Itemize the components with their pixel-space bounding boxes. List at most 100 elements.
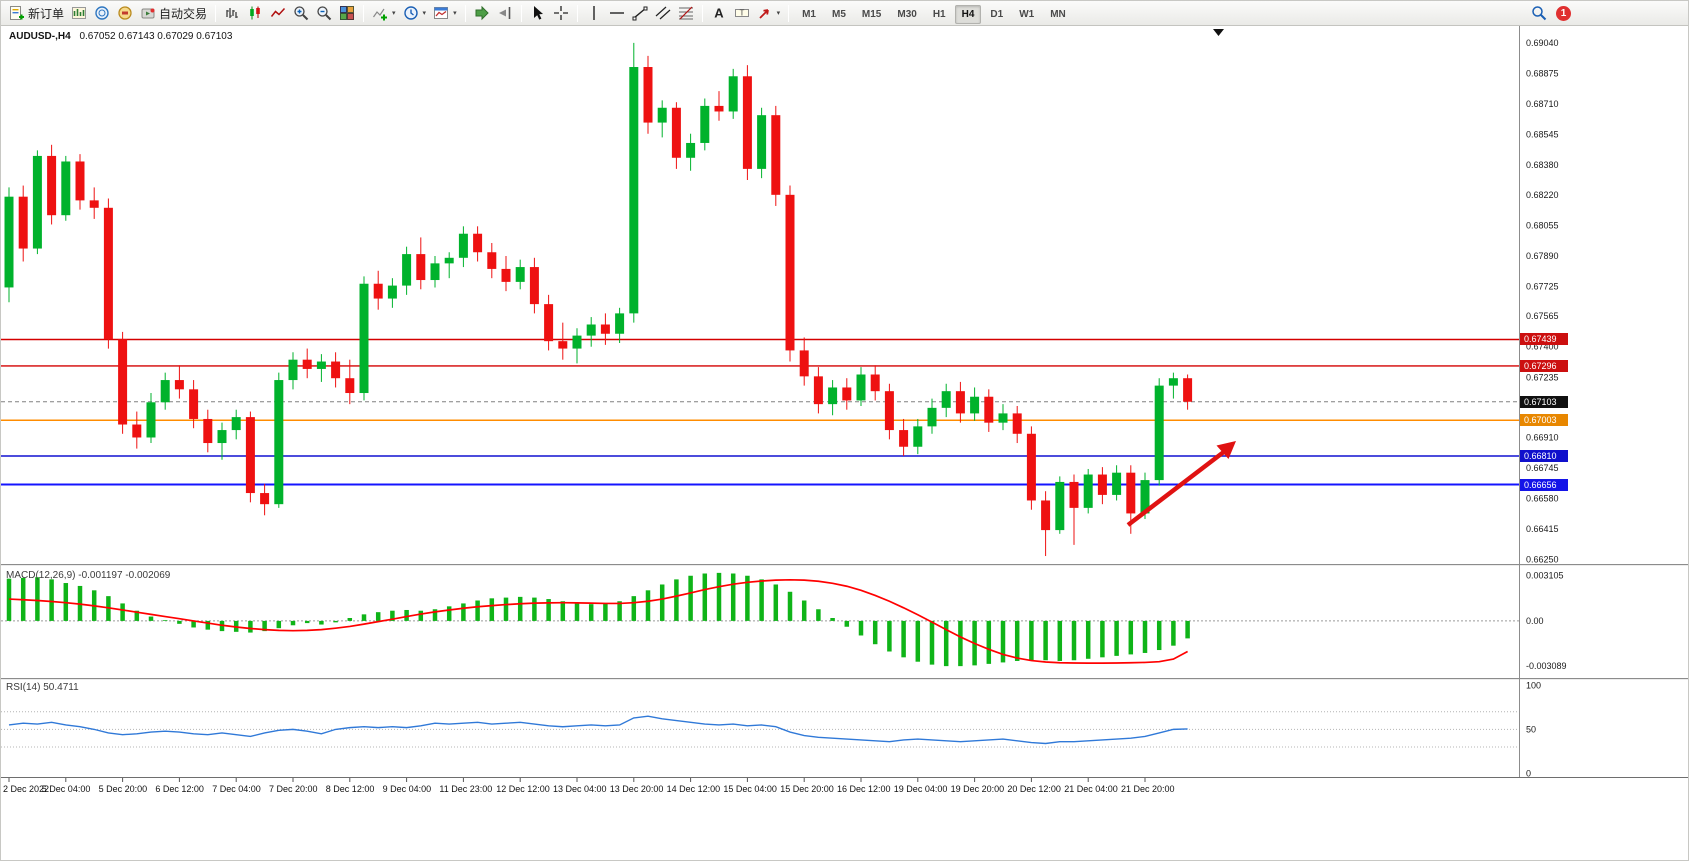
dropdown-caret: ▾ [776,10,781,17]
tab-timeframe-h4[interactable]: H4 [954,5,982,24]
dropdown-caret: ▾ [392,10,396,17]
tab-timeframe-d1[interactable]: D1 [990,9,1004,20]
chart-shift-icon [498,7,510,19]
ohlc-values: 0.67052 0.67143 0.67029 0.67103 [79,31,233,42]
auto-trading-label: 自动交易 [159,6,208,21]
templates-button[interactable]: ▾ [430,3,460,24]
horizontal-line-tool-button[interactable] [606,3,628,24]
svg-text:0.00: 0.00 [1526,616,1544,626]
notification-badge[interactable]: 1 [1556,5,1571,21]
tab-timeframe-m1[interactable]: M1 [802,9,816,20]
svg-text:0.69040: 0.69040 [1526,38,1559,48]
svg-text:0.67565: 0.67565 [1526,311,1559,321]
text-label-tool-button[interactable]: T [731,3,753,24]
search-icon[interactable] [1531,5,1547,21]
price-axis: 0.69040 0.68875 0.68710 0.68545 0.68380 0.682… [1526,38,1559,565]
svg-text:0.68055: 0.68055 [1526,220,1559,230]
auto-scroll-button[interactable] [471,3,493,24]
price-label-badge: 0.67296 [1520,359,1568,372]
time-axis-label: 14 Dec 12:00 [667,784,721,794]
tab-timeframe-w1[interactable]: W1 [1019,9,1035,20]
svg-text:0: 0 [1526,768,1531,778]
svg-text:0.67890: 0.67890 [1526,251,1559,261]
time-axis-label: 5 Dec 20:00 [99,784,148,794]
zoom-out-button[interactable] [313,3,335,24]
rsi-value: 50.4711 [43,682,79,693]
rsi-panel: 100 50 0 [1,680,1541,778]
time-axis-label: 8 Dec 12:00 [326,784,375,794]
new-order-button[interactable]: 新订单 [6,3,67,24]
time-axis-label: 15 Dec 20:00 [780,784,834,794]
arrows-tool-button[interactable]: ▾ [754,3,784,24]
toolbar: 新订单 自动交易 [1,1,1688,26]
svg-text:0.66580: 0.66580 [1526,494,1559,504]
chart-shift-button[interactable] [494,3,516,24]
svg-text:100: 100 [1526,680,1541,690]
label-icon: T [734,9,749,18]
fibonacci-tool-button[interactable] [675,3,697,24]
price-label-badge: 0.66810 [1520,450,1568,462]
candlestick-chart-icon [250,6,260,20]
tile-windows-icon [340,6,355,20]
zoom-in-icon [294,6,309,21]
tab-timeframe-mn[interactable]: MN [1050,9,1066,20]
dropdown-caret: ▾ [453,10,457,17]
trendline-icon [632,6,648,21]
toolbar-separator [701,4,703,22]
vertical-line-tool-button[interactable] [583,3,605,24]
tab-timeframe-m15[interactable]: M15 [861,9,882,20]
macd-name: MACD(12,26,9) [6,570,76,581]
svg-text:A: A [714,6,724,21]
svg-text:0.68710: 0.68710 [1526,99,1559,109]
toolbar-separator [788,4,790,22]
tab-timeframe-m5[interactable]: M5 [832,9,846,20]
indicators-button[interactable]: ▾ [369,3,399,24]
time-axis-label: 9 Dec 04:00 [383,784,432,794]
time-axis-label: 20 Dec 12:00 [1007,784,1061,794]
time-axis-label: 13 Dec 04:00 [553,784,607,794]
toolbar-separator [520,4,522,22]
candlestick-series [4,42,1193,557]
svg-text:0.66250: 0.66250 [1526,555,1559,565]
bar-chart-button[interactable] [221,3,243,24]
navigator-button[interactable] [114,3,136,24]
tab-timeframe-h1[interactable]: H1 [932,9,946,20]
auto-trading-button[interactable]: 自动交易 [137,3,210,24]
time-axis-label: 19 Dec 20:00 [951,784,1005,794]
market-watch-button[interactable] [68,3,90,24]
tile-windows-button[interactable] [336,3,358,24]
data-window-button[interactable] [91,3,113,24]
toolbar-separator [464,4,466,22]
trend-arrow-annotation [1126,441,1236,527]
channel-tool-button[interactable] [652,3,674,24]
svg-text:-0.003089: -0.003089 [1526,661,1567,671]
time-axis-label: 5 Dec 04:00 [42,784,91,794]
text-tool-button[interactable]: A [708,3,730,24]
trendline-tool-button[interactable] [629,3,651,24]
crosshair-icon [553,6,568,20]
symbol-period-label: AUDUSD-,H4 [9,31,71,42]
crosshair-tool-button[interactable] [550,3,572,24]
navigator-icon [118,6,132,20]
candlestick-chart-button[interactable] [244,3,266,24]
horizontal-line-icon [609,12,624,14]
cursor-tool-button[interactable] [527,3,549,24]
time-axis-label: 21 Dec 20:00 [1121,784,1175,794]
line-chart-button[interactable] [267,3,289,24]
arrows-icon [758,9,769,19]
svg-text:0.66745: 0.66745 [1526,463,1559,473]
svg-text:0.68220: 0.68220 [1526,190,1559,200]
tab-timeframe-m30[interactable]: M30 [897,9,917,20]
vertical-line-icon [592,6,595,20]
new-order-label: 新订单 [28,6,65,21]
zoom-in-button[interactable] [290,3,312,24]
panel-separators [1,26,1688,778]
toolbar-separator [363,4,365,22]
data-window-icon [95,6,109,20]
time-axis-label: 21 Dec 04:00 [1064,784,1118,794]
macd-signal-line [8,578,1189,665]
periods-button[interactable]: ▾ [400,3,430,24]
